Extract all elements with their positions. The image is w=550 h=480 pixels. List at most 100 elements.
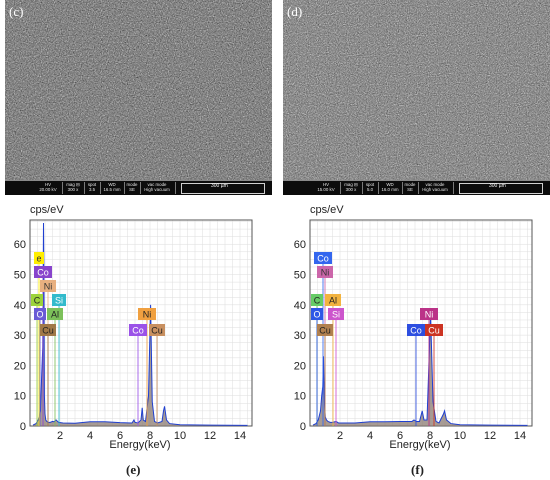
x-tick-label: 12 <box>204 430 216 442</box>
element-label-text: Cu <box>151 326 163 336</box>
sem-micrograph <box>283 0 550 180</box>
element-label-text: Cu <box>428 326 440 336</box>
element-label-box <box>420 308 438 320</box>
x-tick-label: 4 <box>87 430 93 442</box>
element-label: O <box>34 308 46 426</box>
x-ticks: 2 4 6 8 10 12 14 <box>57 430 246 442</box>
element-label-box <box>317 324 333 336</box>
element-label-box <box>40 324 56 336</box>
element-label: Co <box>407 324 425 426</box>
element-label-box <box>425 324 443 336</box>
element-label-box <box>149 324 165 336</box>
y-tick-label: 20 <box>294 360 306 372</box>
divider <box>453 182 454 194</box>
element-label-text: Co <box>410 326 422 336</box>
y-tick-label: 10 <box>294 391 306 403</box>
element-label: Co <box>129 324 147 426</box>
element-label-text: Co <box>317 254 329 264</box>
y-ticks: 0 10 20 30 40 50 60 <box>14 239 26 433</box>
divider <box>100 182 101 194</box>
element-label-box <box>40 280 56 292</box>
element-label-box <box>34 252 44 264</box>
sem-panel-label: (d) <box>287 4 303 19</box>
spectrum-series <box>32 223 248 426</box>
divider <box>62 182 63 194</box>
divider <box>378 182 379 194</box>
divider <box>402 182 403 194</box>
element-label-text: C <box>314 296 321 306</box>
y-tick-label: 60 <box>14 239 26 251</box>
caption-f: (f) <box>411 462 424 477</box>
info-spot: spot 3.5 <box>87 182 97 192</box>
element-label-box <box>34 266 52 278</box>
y-tick-label: 20 <box>14 360 26 372</box>
grid <box>29 220 252 427</box>
x-tick-label: 8 <box>427 430 433 442</box>
divider <box>84 182 85 194</box>
scale-bar-label: 300 µm <box>489 183 506 189</box>
sem-info-bar: HV 20.00 kV mag ⊟ 300 x spot 3.5 WD 16.5 mm … <box>5 180 272 195</box>
y-tick-label: 10 <box>14 391 26 403</box>
x-tick-label: 12 <box>484 430 496 442</box>
spectrum-line <box>312 313 528 426</box>
divider <box>124 182 125 194</box>
y-tick-label: 30 <box>294 330 306 342</box>
element-label-box <box>325 294 341 306</box>
y-axis-title: cps/eV <box>310 204 344 216</box>
element-label: Co <box>314 252 332 426</box>
element-label: Ni <box>420 308 438 426</box>
element-label: Cu <box>149 324 165 426</box>
sem-image: (d) HV 15.00 kV mag ⊟ 300 x spot 5.0 WD 16.0… <box>283 0 550 195</box>
x-tick-label: 14 <box>514 430 526 442</box>
sem-panel-label: (c) <box>9 4 24 19</box>
y-tick-label: 30 <box>14 330 26 342</box>
caption-e: (e) <box>126 462 141 477</box>
divider <box>418 182 419 194</box>
x-tick-label: 10 <box>454 430 466 442</box>
grid <box>309 220 532 427</box>
y-tick-label: 50 <box>14 270 26 282</box>
element-label-text: Ni <box>425 310 434 320</box>
element-label: Ni <box>138 308 156 426</box>
y-tick-label: 40 <box>14 300 26 312</box>
x-tick-label: 2 <box>57 430 63 442</box>
element-label: Al <box>47 308 63 426</box>
divider <box>362 182 363 194</box>
element-label-box <box>34 308 46 320</box>
x-tick-label: 2 <box>337 430 343 442</box>
element-label-text: Ni <box>321 268 330 278</box>
scale-bar-label: 300 µm <box>211 183 228 189</box>
element-label-box <box>314 252 332 264</box>
element-label-text: C <box>34 296 41 306</box>
element-label-text: Ni <box>143 310 152 320</box>
sem-image: (c) HV 20.00 kV mag ⊟ 300 x spot 3.5 WD 16.5… <box>5 0 272 195</box>
info-vac-mode: vac mode High vacuum <box>422 182 448 192</box>
info-vac-mode: vac mode High vacuum <box>144 182 170 192</box>
info-wd: WD 16.5 mm <box>103 182 121 192</box>
info-mag: mag ⊟ 300 x <box>344 182 358 192</box>
x-tick-label: 4 <box>367 430 373 442</box>
element-label-box <box>31 294 43 306</box>
element-label-box <box>311 294 323 306</box>
y-ticks: 0 10 20 30 40 50 60 <box>294 239 306 433</box>
y-tick-label: 50 <box>294 270 306 282</box>
info-spot: spot 5.0 <box>365 182 375 192</box>
element-label-text: Cu <box>42 326 54 336</box>
element-label-text: Cu <box>319 326 331 336</box>
y-axis-title: cps/eV <box>30 204 64 216</box>
divider <box>175 182 176 194</box>
plot-frame <box>29 219 253 427</box>
element-label-text: O <box>36 310 43 320</box>
spectrum-series <box>312 313 528 426</box>
info-wd: WD 16.0 mm <box>381 182 399 192</box>
y-tick-label: 40 <box>294 300 306 312</box>
info-hv: HV 20.00 kV <box>39 182 57 192</box>
x-tick-label: 14 <box>234 430 246 442</box>
x-tick-label: 6 <box>117 430 123 442</box>
sem-info-bar: HV 15.00 kV mag ⊟ 300 x spot 5.0 WD 16.0 mm … <box>283 180 550 195</box>
x-tick-label: 10 <box>174 430 186 442</box>
element-label: e <box>34 252 44 426</box>
